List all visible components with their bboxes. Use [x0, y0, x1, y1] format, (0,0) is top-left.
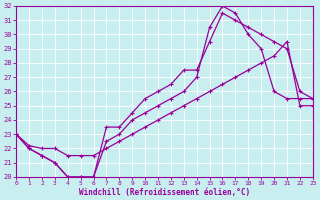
X-axis label: Windchill (Refroidissement éolien,°C): Windchill (Refroidissement éolien,°C): [79, 188, 250, 197]
